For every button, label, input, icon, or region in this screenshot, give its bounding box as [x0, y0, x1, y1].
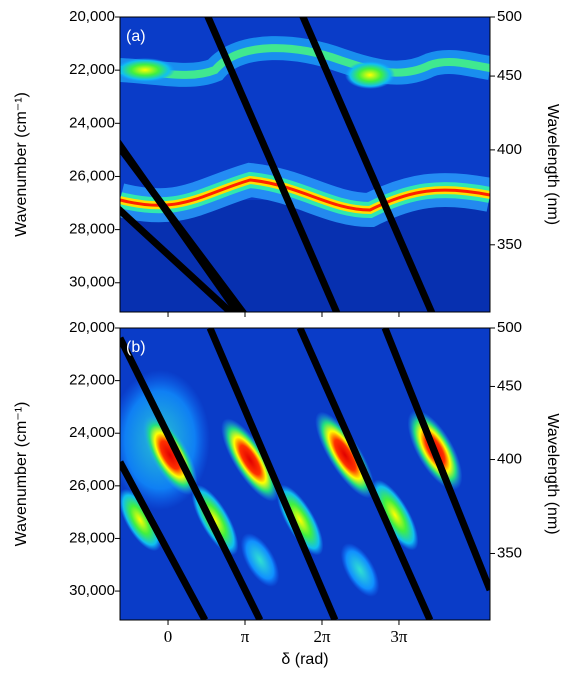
y2-tick-label: 350 — [497, 544, 522, 561]
y2-axis-label: Wavelength (nm) — [544, 104, 561, 225]
y-tick-label: 22,000 — [69, 372, 115, 389]
x-tick-label: 0 — [164, 627, 173, 646]
y-axis-label: Wavenumber (cm⁻¹) — [13, 92, 30, 237]
y-tick-label: 26,000 — [69, 167, 115, 184]
y2-tick-label: 400 — [497, 451, 522, 468]
y-tick-label: 20,000 — [69, 8, 115, 25]
y-tick-label: 20,000 — [69, 319, 115, 336]
x-tick-label: π — [241, 627, 250, 646]
y-axis-label: Wavenumber (cm⁻¹) — [13, 402, 30, 547]
frame-b — [119, 327, 491, 621]
y-tick-label: 24,000 — [69, 114, 115, 131]
y-tick-label: 26,000 — [69, 477, 115, 494]
y2-tick-label: 450 — [497, 67, 522, 84]
y2-tick-label: 450 — [497, 377, 522, 394]
x-tick-label: 3π — [390, 627, 408, 646]
frame-a — [119, 16, 491, 313]
y-tick-label: 28,000 — [69, 221, 115, 238]
y2-tick-label: 400 — [497, 141, 522, 158]
y-tick-label: 22,000 — [69, 61, 115, 78]
y-tick-label: 24,000 — [69, 424, 115, 441]
heatmap-a — [120, 17, 490, 312]
panel-label: (a) — [126, 28, 146, 45]
y-tick-label: 30,000 — [69, 274, 115, 291]
heatmap-b — [120, 328, 490, 620]
y-tick-label: 28,000 — [69, 529, 115, 546]
x-tick-label: 2π — [313, 627, 331, 646]
y-tick-label: 30,000 — [69, 582, 115, 599]
y2-tick-label: 350 — [497, 236, 522, 253]
y2-axis-label: Wavelength (nm) — [544, 413, 561, 534]
panel-label: (b) — [126, 339, 146, 356]
x-axis-label: δ (rad) — [281, 651, 328, 668]
y2-tick-label: 500 — [497, 8, 522, 25]
y2-tick-label: 500 — [497, 319, 522, 336]
